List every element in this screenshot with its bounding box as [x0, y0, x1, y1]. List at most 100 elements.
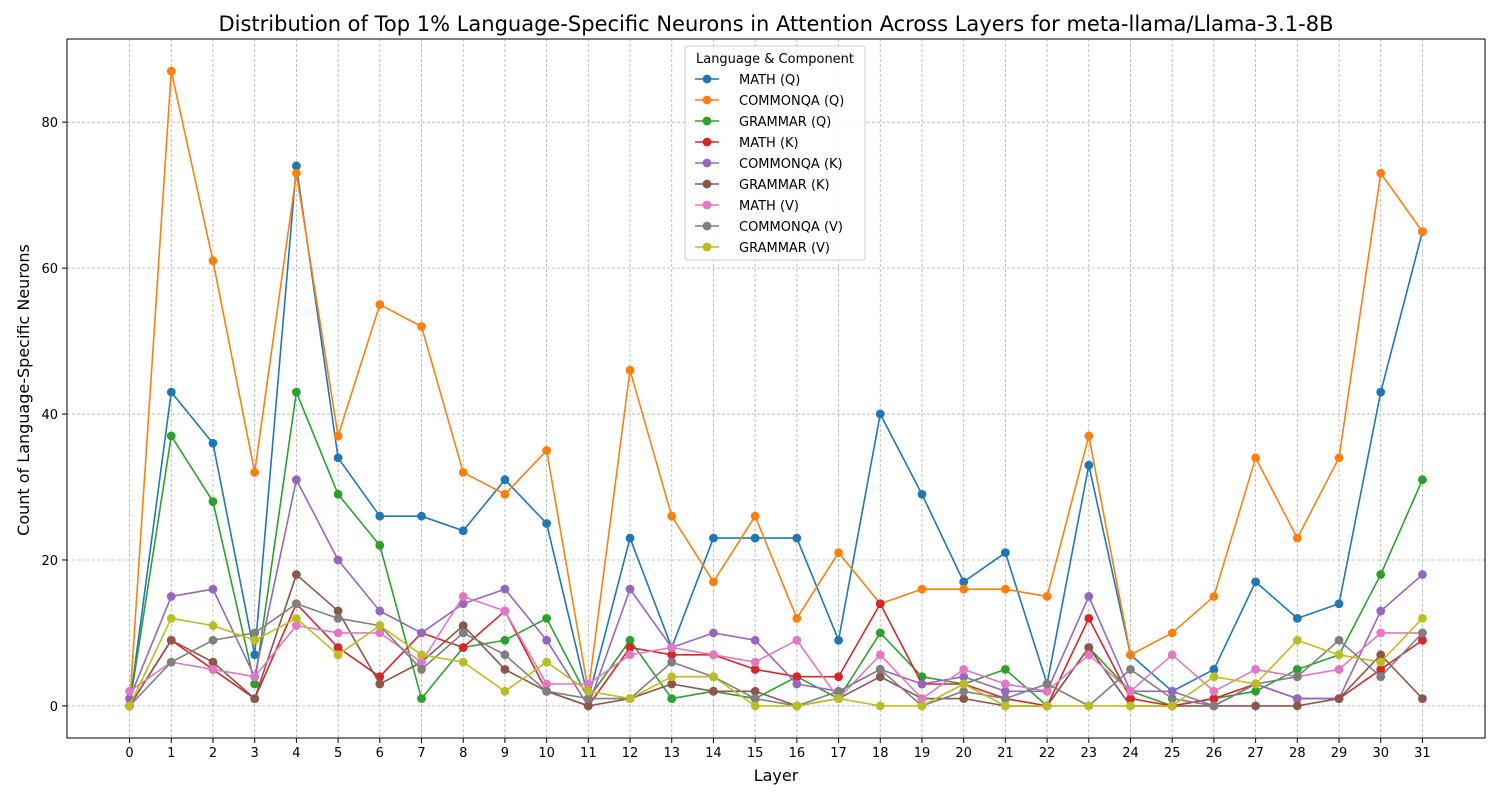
data-point [1334, 453, 1344, 463]
data-point [625, 584, 635, 594]
series-layer [125, 66, 1427, 711]
data-point [125, 686, 134, 696]
data-point [1376, 665, 1386, 674]
legend-swatch-marker [702, 221, 712, 231]
data-point [1251, 665, 1261, 674]
legend-title: Language & Component [696, 52, 854, 67]
data-point [208, 497, 218, 506]
data-point [1084, 650, 1094, 660]
data-point [1376, 606, 1386, 616]
data-point [375, 606, 385, 616]
data-point [1042, 679, 1052, 689]
x-tick-label: 24 [1122, 746, 1139, 761]
legend-label: MATH (V) [739, 199, 799, 214]
data-point [917, 584, 927, 594]
series-line [128, 617, 1424, 707]
x-tick-label: 31 [1414, 746, 1431, 761]
data-point [750, 701, 760, 711]
legend-item: MATH (Q) [695, 73, 800, 88]
data-point [417, 628, 426, 638]
x-tick-label: 14 [705, 746, 722, 761]
data-point [1042, 701, 1052, 711]
data-point [291, 613, 301, 623]
legend-swatch-marker [702, 242, 712, 252]
data-point [250, 650, 260, 660]
legend-swatch-marker [702, 74, 712, 84]
data-point [1167, 650, 1177, 660]
legend-swatch-marker [702, 179, 712, 189]
data-point [333, 628, 343, 638]
data-point [1209, 686, 1219, 696]
data-point [1126, 686, 1135, 696]
data-point [291, 570, 301, 579]
x-tick-label: 12 [622, 746, 639, 761]
data-point [291, 387, 301, 397]
data-point [208, 621, 218, 631]
data-point [417, 665, 426, 674]
x-tick-label: 30 [1372, 746, 1389, 761]
data-point [709, 628, 718, 638]
data-point [1000, 694, 1010, 703]
data-point [458, 599, 468, 609]
data-point [1292, 694, 1302, 703]
legend-item: MATH (V) [695, 199, 799, 214]
data-point [250, 628, 260, 638]
data-point [750, 635, 760, 645]
data-point [333, 613, 343, 623]
series-line [128, 573, 1424, 707]
data-point [959, 665, 969, 674]
data-point [375, 621, 385, 631]
data-point [1126, 694, 1135, 703]
x-tick-label: 28 [1289, 746, 1306, 761]
data-point [1042, 592, 1052, 601]
x-tick-label: 17 [830, 746, 847, 761]
y-tick-label: 80 [41, 116, 58, 131]
data-point [1418, 628, 1427, 638]
x-tick-label: 0 [125, 746, 133, 761]
data-point [1209, 672, 1219, 682]
legend-item: GRAMMAR (Q) [695, 115, 831, 130]
data-point [709, 672, 718, 682]
x-tick-label: 10 [538, 746, 555, 761]
data-point [166, 635, 176, 645]
x-tick-label: 20 [955, 746, 972, 761]
data-point [417, 650, 426, 660]
data-point [959, 584, 969, 594]
data-point [1000, 701, 1010, 711]
data-point [1292, 613, 1302, 623]
data-point [667, 694, 677, 703]
data-point [333, 606, 343, 616]
data-point [709, 533, 718, 543]
data-point [625, 643, 635, 652]
legend-item: COMMONQA (V) [695, 220, 843, 235]
series-commonqa-v [125, 599, 1427, 711]
data-point [1084, 431, 1094, 441]
x-tick-label: 18 [872, 746, 889, 761]
data-point [959, 686, 969, 696]
x-tick-label: 26 [1206, 746, 1223, 761]
data-point [792, 613, 802, 623]
data-point [250, 672, 260, 682]
data-point [875, 650, 885, 660]
series-line [128, 478, 1423, 707]
data-point [1126, 665, 1135, 674]
data-point [667, 657, 677, 667]
data-point [333, 555, 343, 565]
y-tick-label: 0 [50, 700, 58, 715]
data-point [1167, 686, 1177, 696]
data-point [1209, 592, 1219, 601]
data-point [1376, 628, 1386, 638]
data-point [1418, 227, 1427, 237]
data-point [750, 511, 760, 521]
data-point [1000, 665, 1010, 674]
y-axis: 0 20 40 60 80 [41, 116, 67, 715]
legend-item: GRAMMAR (V) [695, 241, 830, 256]
data-point [542, 657, 552, 667]
data-point [667, 679, 677, 689]
data-point [542, 519, 552, 528]
data-point [792, 679, 802, 689]
data-point [208, 635, 218, 645]
data-point [1418, 613, 1427, 623]
data-point [834, 635, 843, 645]
data-point [1251, 577, 1261, 587]
